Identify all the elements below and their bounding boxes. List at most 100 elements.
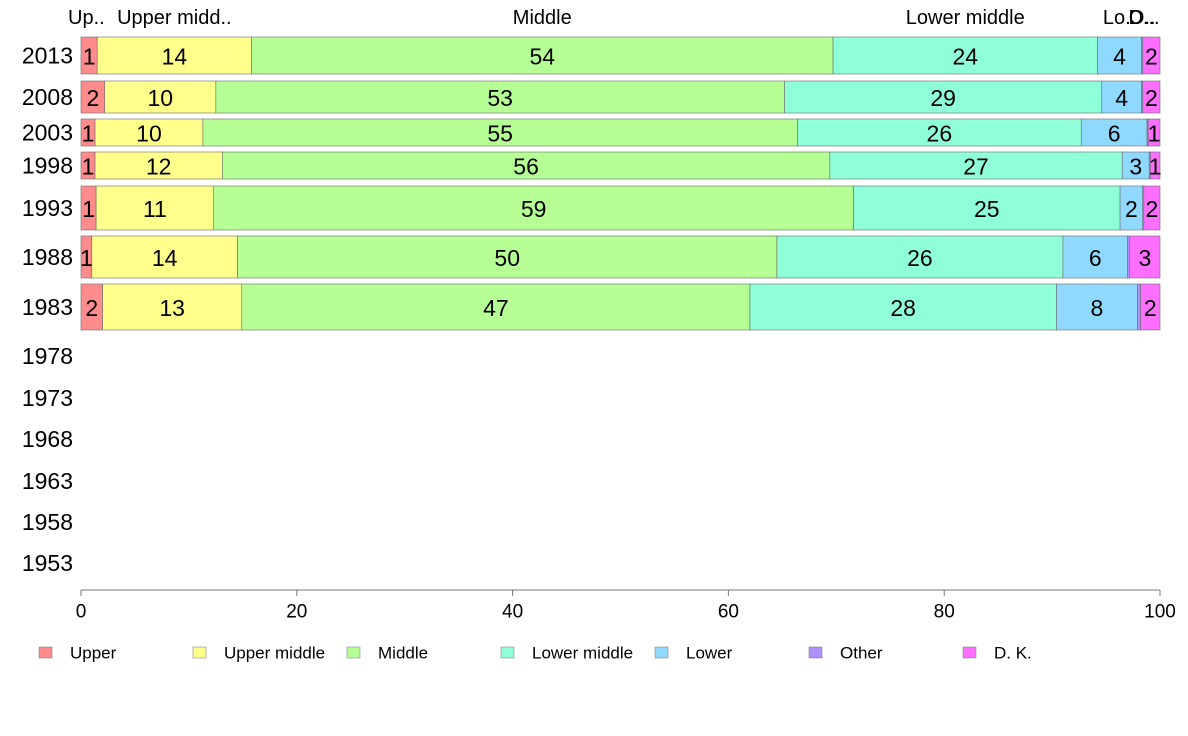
bar-upper-middle-2008 <box>104 80 217 114</box>
data-label-middle-2003: 55 <box>487 121 513 147</box>
bar-d-k-2008 <box>1142 80 1161 114</box>
bar-upper-middle-2013 <box>96 36 252 75</box>
legend-label-lower: Lower <box>686 644 733 663</box>
bar-d-k-1993 <box>1143 185 1161 231</box>
data-label-upper-1983: 2 <box>85 295 98 321</box>
data-label-lower-middle-2003: 26 <box>927 121 953 147</box>
y-tick-label-1963: 1963 <box>22 468 73 494</box>
bar-d-k-1983 <box>1140 283 1161 331</box>
bar-other-1983 <box>1137 283 1141 331</box>
x-tick-label-80: 80 <box>934 602 955 623</box>
data-label-lower-middle-1988: 26 <box>907 245 933 271</box>
legend-label-d-k: D. K. <box>994 644 1032 663</box>
data-label-lower-middle-1993: 25 <box>974 196 1000 222</box>
bar-lower-1998 <box>1121 151 1150 180</box>
top-label-lower: Lo.. <box>1103 7 1136 29</box>
top-label-d-k: D... <box>1128 7 1159 29</box>
legend-label-lower-middle: Lower middle <box>532 644 633 663</box>
bar-lower-1983 <box>1056 283 1138 331</box>
data-label-upper-middle-2013: 14 <box>162 44 188 70</box>
data-label-middle-2013: 54 <box>529 44 555 70</box>
y-tick-label-1953: 1953 <box>22 550 73 576</box>
legend-label-middle: Middle <box>378 644 428 663</box>
y-tick-label-1978: 1978 <box>22 343 73 369</box>
y-tick-label-1968: 1968 <box>22 426 73 452</box>
data-label-upper-1998: 1 <box>82 154 95 180</box>
bar-middle-1993 <box>213 185 854 231</box>
top-label-upper-middle: Upper midd.. <box>117 7 232 29</box>
bar-lower-2003 <box>1080 118 1148 147</box>
top-label-upper: Up.. <box>68 7 105 29</box>
bars-layer: 1 14 54 24 4 22 10 53 29 4 21 10 55 26 6 11 12 56 27 3 11 11 5… <box>80 36 1162 331</box>
bar-middle-1998 <box>222 151 831 180</box>
bar-upper-middle-1983 <box>102 283 243 331</box>
bar-upper-middle-1988 <box>91 235 238 279</box>
bar-lower-middle-1988 <box>776 235 1064 279</box>
bar-lower-middle-1983 <box>749 283 1057 331</box>
x-tick-label-60: 60 <box>718 602 739 623</box>
data-label-lower-1998: 3 <box>1129 154 1142 180</box>
data-label-lower-2008: 4 <box>1115 85 1128 111</box>
data-label-upper-2003: 1 <box>82 121 95 147</box>
top-label-lower-middle: Lower middle <box>906 7 1025 29</box>
y-tick-label-1983: 1983 <box>22 294 73 320</box>
legend-swatch-upper-middle <box>192 646 207 659</box>
y-tick-label-1988: 1988 <box>22 244 73 270</box>
bar-middle-2013 <box>251 36 834 75</box>
bar-other-1988 <box>1127 235 1131 279</box>
bar-upper-middle-2003 <box>94 118 204 147</box>
x-tick-label-0: 0 <box>76 602 87 623</box>
bar-middle-2003 <box>202 118 798 147</box>
data-label-d-k-2008: 2 <box>1145 85 1158 111</box>
data-label-upper-middle-2003: 10 <box>136 121 162 147</box>
y-tick-label-1973: 1973 <box>22 385 73 411</box>
legend-swatch-d-k <box>962 646 977 659</box>
bar-d-k-2003 <box>1147 118 1161 147</box>
data-label-lower-middle-1983: 28 <box>890 295 916 321</box>
data-label-d-k-2013: 2 <box>1145 44 1158 70</box>
data-label-lower-1983: 8 <box>1090 295 1103 321</box>
y-tick-label-1998: 1998 <box>22 153 73 179</box>
data-label-middle-1998: 56 <box>513 154 539 180</box>
legend-swatch-upper <box>38 646 53 659</box>
bar-middle-2008 <box>215 80 785 114</box>
x-tick-label-20: 20 <box>286 602 307 623</box>
data-label-upper-middle-1998: 12 <box>146 154 172 180</box>
data-label-upper-middle-1993: 11 <box>143 196 167 222</box>
legend-label-other: Other <box>840 644 883 663</box>
legend-label-upper: Upper <box>70 644 117 663</box>
top-label-other: O.. <box>1129 7 1156 29</box>
data-label-d-k-1998: 1 <box>1149 154 1162 180</box>
legend-swatch-other <box>808 646 823 659</box>
data-label-middle-2008: 53 <box>487 85 513 111</box>
legend: Upper Upper middle Middle Lower middle Lower… <box>38 644 1032 663</box>
data-label-middle-1988: 50 <box>494 245 520 271</box>
data-label-d-k-1988: 3 <box>1138 245 1151 271</box>
data-label-upper-middle-1988: 14 <box>152 245 178 271</box>
bar-d-k-1998 <box>1149 151 1161 180</box>
top-series-labels: Up.. Upper midd.. Middle Lower middle Lo..O.… <box>68 7 1160 29</box>
legend-swatch-middle <box>346 646 361 659</box>
data-label-lower-2013: 4 <box>1113 44 1126 70</box>
y-tick-label-2008: 2008 <box>22 84 73 110</box>
data-label-lower-1993: 2 <box>1125 196 1138 222</box>
data-label-middle-1983: 47 <box>483 295 509 321</box>
bar-lower-middle-2008 <box>784 80 1103 114</box>
data-label-lower-2003: 6 <box>1108 121 1121 147</box>
top-label-middle: Middle <box>513 7 572 29</box>
data-label-middle-1993: 59 <box>521 196 547 222</box>
data-label-lower-1988: 6 <box>1089 245 1102 271</box>
y-tick-label-2003: 2003 <box>22 120 73 146</box>
data-label-upper-2008: 2 <box>86 85 99 111</box>
data-label-lower-middle-2013: 24 <box>952 44 978 70</box>
y-tick-label-1958: 1958 <box>22 509 73 535</box>
data-label-upper-middle-1983: 13 <box>159 295 185 321</box>
data-label-d-k-2003: 1 <box>1148 121 1161 147</box>
bar-lower-1988 <box>1062 235 1128 279</box>
y-tick-label-2013: 2013 <box>22 43 73 69</box>
data-label-d-k-1993: 2 <box>1146 196 1159 222</box>
bar-lower-middle-2013 <box>832 36 1098 75</box>
bar-d-k-2013 <box>1142 36 1161 75</box>
data-label-upper-2013: 1 <box>83 44 96 70</box>
